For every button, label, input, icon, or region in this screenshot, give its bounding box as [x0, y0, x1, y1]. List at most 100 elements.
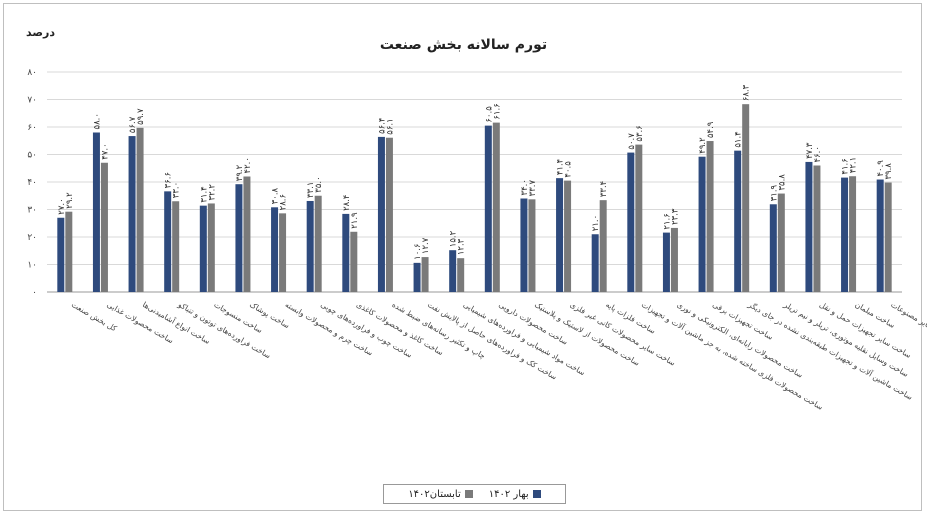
bar-spring — [413, 262, 421, 292]
data-label: ۳۵.۰ — [314, 176, 324, 192]
bar-spring — [271, 207, 279, 292]
legend-label-summer: تابستان۱۴۰۲ — [408, 488, 461, 500]
data-label: ۱۰.۶ — [413, 243, 423, 259]
data-label: ۲۱.۶ — [662, 213, 672, 229]
chart-title: تورم سالانه بخش صنعت — [379, 37, 548, 53]
y-tick-label: ۳۰ — [27, 206, 37, 216]
bar-spring — [769, 204, 777, 292]
data-label: ۴۲.۰ — [243, 157, 253, 173]
bar-spring — [306, 200, 314, 292]
bar-summer — [528, 199, 536, 292]
data-label: ۵۶.۴ — [377, 117, 387, 133]
data-label: ۴۰.۵ — [564, 161, 574, 178]
data-label: ۵۶.۷ — [128, 116, 138, 133]
data-label: ۱۲.۳ — [457, 238, 467, 255]
bar-spring — [591, 234, 599, 292]
category-label: ساخت محصولات رایانه‌ای، الکترونیکی و نور… — [675, 300, 804, 380]
bar-spring — [377, 136, 385, 292]
data-label: ۵۳.۶ — [635, 125, 645, 141]
bar-spring — [128, 136, 136, 292]
data-label: ۲۸.۴ — [342, 194, 352, 210]
data-label: ۴۶.۰ — [813, 146, 823, 162]
bar-summer — [350, 231, 358, 292]
data-label: ۴۰.۹ — [876, 160, 886, 177]
y-tick-label: ۵۰ — [27, 151, 37, 161]
chart-frame — [3, 3, 922, 511]
legend-label-spring: بهار ۱۴۰۲ — [488, 488, 529, 500]
y-tick-label: ۴۰ — [27, 178, 37, 188]
data-label: ۲۳.۳ — [670, 208, 680, 225]
data-label: ۳۶.۶ — [164, 172, 174, 188]
bar-spring — [92, 132, 100, 292]
legend-swatch-spring — [532, 490, 541, 498]
bar-spring — [199, 205, 207, 292]
bar-summer — [813, 165, 821, 292]
bar-spring — [698, 156, 706, 292]
y-tick-label: ۶۰ — [27, 123, 37, 133]
bar-spring — [57, 217, 65, 292]
bar-summer — [100, 162, 108, 292]
data-label: ۴۱.۶ — [841, 158, 851, 174]
data-label: ۵۹.۷ — [136, 108, 146, 125]
bar-summer — [777, 193, 785, 292]
data-label: ۳۳.۴ — [599, 181, 609, 197]
data-label: ۳۱.۴ — [199, 186, 209, 202]
bar-spring — [556, 178, 564, 292]
bar-spring — [235, 184, 243, 292]
data-label: ۵۰.۷ — [627, 133, 637, 150]
bar-spring — [484, 125, 492, 292]
data-label: ۳۰.۸ — [271, 187, 281, 204]
bar-summer — [457, 258, 465, 292]
data-label: ۴۷.۰ — [100, 143, 110, 159]
bar-summer — [136, 127, 144, 292]
bar-summer — [172, 201, 180, 292]
data-label: ۳۳.۷ — [528, 179, 538, 196]
bar-spring — [734, 150, 742, 292]
bar-summer — [65, 211, 73, 292]
y-tick-label: ۰ — [32, 288, 37, 298]
data-label: ۵۱.۴ — [734, 131, 744, 147]
data-label: ۳۹.۲ — [235, 164, 245, 181]
bar-summer — [314, 195, 322, 292]
bar-spring — [627, 152, 635, 292]
data-label: ۳۲.۲ — [207, 184, 217, 201]
data-label: ۲۱.۹ — [350, 212, 360, 229]
data-label: ۴۱.۴ — [556, 159, 566, 175]
bar-spring — [662, 232, 670, 292]
data-label: ۵۸.۰ — [92, 113, 102, 129]
bar-spring — [520, 198, 528, 292]
bar-summer — [635, 144, 643, 292]
bar-summer — [385, 137, 393, 292]
bar-summer — [492, 122, 500, 292]
bar-summer — [849, 176, 857, 292]
y-tick-label: ۱۰ — [27, 261, 37, 271]
legend: بهار ۱۴۰۲ تابستان۱۴۰۲ — [383, 484, 566, 504]
y-axis-unit-label: درصد — [26, 26, 55, 39]
data-label: ۴۷.۳ — [805, 142, 815, 159]
bar-summer — [670, 227, 678, 292]
data-label: ۳۳.۱ — [306, 182, 316, 198]
bar-summer — [207, 203, 215, 292]
category-label: ساخت محصولات غذایی — [105, 300, 175, 345]
data-label: ۶۱.۶ — [492, 103, 502, 119]
data-label: ۳۴.۰ — [520, 179, 530, 195]
data-label: ۱۲.۷ — [421, 237, 431, 254]
data-label: ۵۴.۹ — [706, 121, 716, 138]
data-label: ۲۸.۶ — [279, 194, 289, 210]
y-tick-label: ۲۰ — [27, 233, 37, 243]
data-label: ۶۰.۵ — [484, 106, 494, 123]
data-label: ۴۲.۱ — [849, 157, 859, 173]
data-label: ۵۶.۱ — [385, 118, 395, 134]
bar-spring — [449, 250, 457, 292]
data-label: ۳۹.۸ — [884, 163, 894, 180]
bar-spring — [841, 177, 849, 292]
bar-spring — [876, 179, 884, 292]
legend-swatch-summer — [464, 490, 473, 498]
data-label: ۲۱.۰ — [591, 215, 601, 231]
bar-spring — [164, 191, 172, 292]
bar-spring — [342, 213, 350, 292]
bar-summer — [421, 257, 429, 292]
bar-summer — [742, 104, 750, 292]
data-label: ۳۵.۸ — [777, 174, 787, 191]
